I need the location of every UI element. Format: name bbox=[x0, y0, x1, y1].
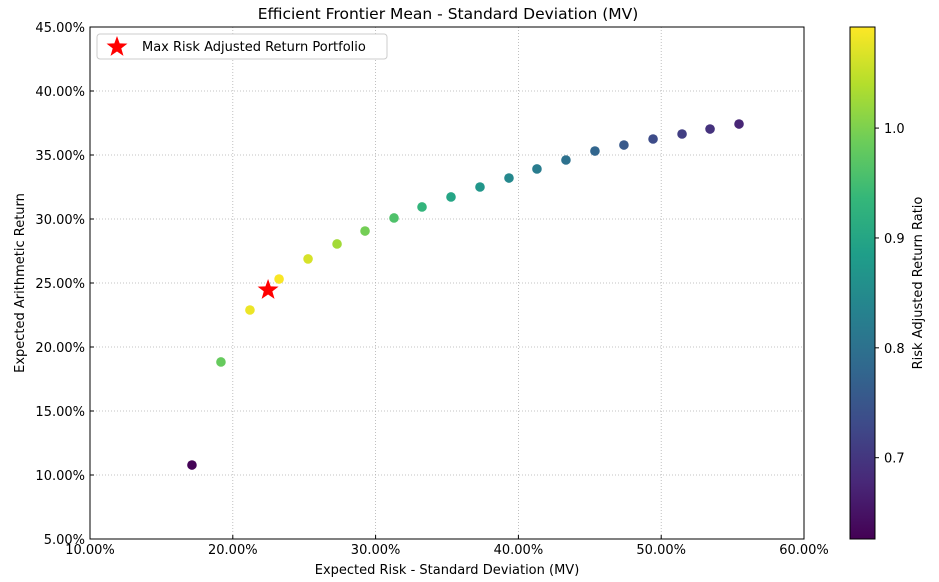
scatter-point bbox=[504, 173, 514, 183]
grid-lines bbox=[90, 27, 804, 539]
y-axis-label: Expected Arithmetic Return bbox=[13, 193, 28, 373]
scatter-point bbox=[734, 119, 744, 129]
scatter-point bbox=[332, 239, 342, 249]
scatter-point bbox=[590, 146, 600, 156]
scatter-point bbox=[705, 124, 715, 134]
scatter-point bbox=[648, 134, 658, 144]
y-axis-ticks: 5.00% 10.00% 15.00% 20.00% 25.00% 30.00% 35.00… bbox=[35, 21, 94, 548]
scatter-points bbox=[187, 119, 744, 470]
scatter-point bbox=[274, 274, 284, 284]
scatter-point bbox=[216, 357, 226, 367]
y-tick-label: 5.00% bbox=[44, 533, 85, 548]
colorbar-label: Risk Adjusted Return Ratio bbox=[911, 197, 926, 370]
colorbar-tick-label: 0.8 bbox=[884, 342, 905, 357]
scatter-point bbox=[619, 140, 629, 150]
max-portfolio-star bbox=[257, 279, 279, 299]
colorbar-ticks: 0.7 0.8 0.9 1.0 bbox=[875, 122, 905, 467]
chart-title: Efficient Frontier Mean - Standard Devia… bbox=[258, 5, 639, 23]
scatter-point bbox=[360, 226, 370, 236]
y-tick-label: 10.00% bbox=[35, 469, 85, 484]
scatter-point bbox=[677, 129, 687, 139]
x-tick-label: 10.00% bbox=[65, 543, 115, 558]
y-tick-label: 45.00% bbox=[35, 21, 85, 36]
y-tick-label: 40.00% bbox=[35, 85, 85, 100]
legend: Max Risk Adjusted Return Portfolio bbox=[96, 33, 388, 60]
scatter-point bbox=[245, 305, 255, 315]
y-tick-label: 20.00% bbox=[35, 341, 85, 356]
colorbar: 0.7 0.8 0.9 1.0 Risk Adjusted Return Ratio bbox=[849, 26, 926, 540]
scatter-point bbox=[303, 254, 313, 264]
colorbar-tick-label: 0.9 bbox=[884, 232, 905, 247]
scatter-point bbox=[446, 192, 456, 202]
y-tick-label: 30.00% bbox=[35, 213, 85, 228]
x-tick-label: 50.00% bbox=[636, 543, 686, 558]
y-tick-label: 15.00% bbox=[35, 405, 85, 420]
colorbar-gradient bbox=[849, 26, 876, 540]
scatter-point bbox=[417, 202, 427, 212]
x-tick-label: 40.00% bbox=[494, 543, 544, 558]
colorbar-tick-label: 1.0 bbox=[884, 122, 905, 137]
scatter-point bbox=[389, 213, 399, 223]
x-axis-label: Expected Risk - Standard Deviation (MV) bbox=[315, 563, 580, 578]
legend-star-icon bbox=[106, 36, 128, 56]
scatter-point bbox=[475, 182, 485, 192]
legend-entry-max-portfolio: Max Risk Adjusted Return Portfolio bbox=[142, 40, 366, 55]
y-tick-label: 25.00% bbox=[35, 277, 85, 292]
y-tick-label: 35.00% bbox=[35, 149, 85, 164]
legend-box bbox=[96, 33, 388, 60]
colorbar-tick-label: 0.7 bbox=[884, 452, 905, 467]
x-tick-label: 60.00% bbox=[779, 543, 829, 558]
x-axis-ticks: 10.00% 20.00% 30.00% 40.00% 50.00% 60.00% bbox=[65, 535, 829, 558]
x-tick-label: 20.00% bbox=[208, 543, 258, 558]
max-portfolio-layer bbox=[257, 279, 279, 299]
scatter-point bbox=[532, 164, 542, 174]
x-tick-label: 30.00% bbox=[351, 543, 401, 558]
scatter-point bbox=[187, 460, 197, 470]
scatter-point bbox=[561, 155, 571, 165]
